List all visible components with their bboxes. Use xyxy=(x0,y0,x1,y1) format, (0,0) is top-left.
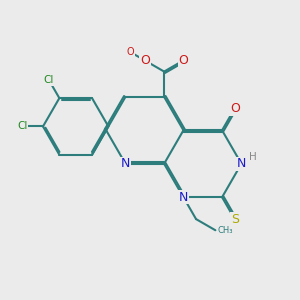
Text: Cl: Cl xyxy=(17,122,27,131)
Text: O: O xyxy=(140,54,150,67)
Text: N: N xyxy=(121,157,130,170)
Text: O: O xyxy=(127,47,134,57)
Text: N: N xyxy=(179,191,188,204)
Text: CH₃: CH₃ xyxy=(218,226,233,235)
Text: H: H xyxy=(249,152,257,162)
Text: N: N xyxy=(237,157,246,170)
Text: O: O xyxy=(230,102,240,115)
Text: O: O xyxy=(178,54,188,67)
Text: Cl: Cl xyxy=(44,75,54,85)
Text: S: S xyxy=(231,213,239,226)
